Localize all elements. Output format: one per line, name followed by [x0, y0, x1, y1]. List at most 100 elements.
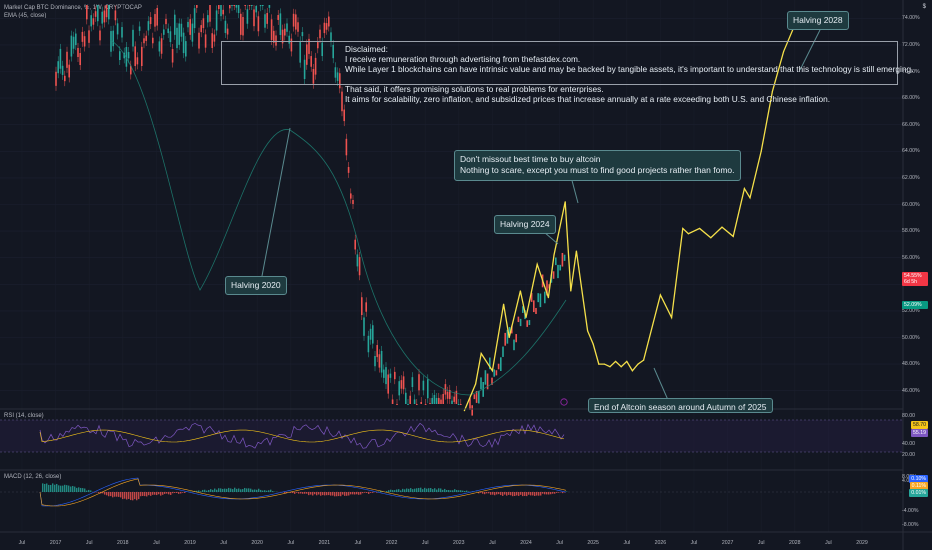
- macd-bar: [210, 489, 212, 492]
- candle: [262, 5, 264, 6]
- macd-bar: [268, 490, 270, 492]
- currency-button[interactable]: $: [922, 4, 926, 10]
- candle: [281, 29, 284, 44]
- macd-bar: [556, 492, 558, 493]
- macd-bar: [518, 492, 520, 496]
- candle: [513, 339, 515, 351]
- macd-bar: [318, 492, 320, 495]
- macd-bar: [260, 489, 262, 492]
- altseason-callout[interactable]: End of Altcoin season around Autumn of 2…: [588, 398, 773, 413]
- macd-bar: [456, 489, 458, 492]
- macd-bar: [104, 492, 106, 495]
- projection-point: [603, 363, 606, 365]
- macd-bar: [70, 486, 72, 492]
- candle: [176, 27, 178, 49]
- macd-bar: [120, 492, 122, 498]
- candle: [108, 5, 110, 20]
- candle: [325, 23, 328, 30]
- candle: [97, 5, 99, 22]
- macd-bar: [394, 490, 396, 492]
- macd-tag-2: 0.11%: [909, 482, 928, 490]
- candle: [94, 11, 97, 17]
- macd-bar: [418, 487, 420, 492]
- candle: [288, 35, 290, 44]
- macd-bar: [146, 492, 148, 497]
- projection-series: [463, 11, 802, 412]
- macd-bar: [66, 485, 68, 492]
- macd-bar: [284, 492, 286, 493]
- candle: [495, 370, 498, 376]
- macd-bar: [466, 490, 468, 492]
- macd-bar: [180, 492, 182, 494]
- projection-point: [682, 227, 684, 230]
- candle: [475, 391, 478, 403]
- macd-bar: [82, 488, 84, 492]
- macd-bar: [234, 487, 236, 492]
- macd-bar: [510, 492, 512, 496]
- candle: [211, 33, 213, 49]
- candle: [506, 329, 509, 344]
- candle: [361, 297, 363, 316]
- macd-bar: [464, 491, 466, 492]
- macd-bar: [322, 492, 324, 496]
- candle: [537, 293, 539, 303]
- projection-point: [525, 316, 527, 319]
- candle: [273, 30, 275, 43]
- altcoin-callout[interactable]: Don't missout best time to buy altcoin N…: [454, 150, 741, 181]
- candle: [224, 20, 227, 33]
- candle: [158, 41, 161, 52]
- macd-bar: [166, 492, 168, 494]
- candle: [101, 11, 103, 24]
- macd-bar: [350, 492, 352, 495]
- macd-bar: [206, 490, 208, 492]
- projection-point: [749, 197, 751, 199]
- candle: [424, 404, 427, 405]
- macd-bar: [262, 490, 264, 492]
- candle: [539, 293, 542, 308]
- candle: [383, 369, 385, 378]
- macd-bar: [462, 490, 464, 492]
- candle: [147, 21, 150, 31]
- disclaimer-line: I receive remuneration through advertisi…: [345, 54, 581, 64]
- macd-bar: [252, 489, 254, 492]
- candle: [343, 109, 345, 122]
- candle: [312, 68, 315, 84]
- disclaimer-spacer: [345, 74, 913, 84]
- macd-tag-3: 0.01%: [909, 489, 928, 497]
- halving-2020-callout[interactable]: Halving 2020: [225, 276, 287, 296]
- candle: [354, 239, 356, 250]
- halving-2028-callout[interactable]: Halving 2028: [787, 11, 849, 31]
- macd-bar: [396, 489, 398, 492]
- macd-bar: [424, 487, 426, 492]
- candle: [310, 56, 312, 67]
- candle: [141, 46, 143, 67]
- macd-bar: [212, 489, 214, 492]
- candle: [220, 5, 222, 17]
- projection-point: [609, 366, 611, 368]
- macd-bar: [290, 492, 292, 493]
- price-tick: 62.00%: [902, 174, 920, 181]
- rsi-tick: 80.00: [902, 413, 915, 419]
- candle: [422, 380, 425, 391]
- price-tick: 74.00%: [902, 15, 920, 22]
- candle: [391, 399, 394, 404]
- candle: [526, 320, 528, 327]
- macd-bar: [286, 492, 288, 493]
- macd-bar: [88, 489, 90, 492]
- macd-bar: [414, 488, 416, 492]
- candle: [81, 31, 84, 42]
- macd-bar: [170, 492, 172, 495]
- macd-bar: [442, 489, 444, 492]
- macd-bar: [380, 490, 382, 492]
- candle: [240, 13, 242, 35]
- projection-point: [643, 359, 645, 361]
- disclaimer-line: Disclaimed:: [345, 44, 388, 54]
- macd-bar: [142, 492, 144, 496]
- macd-bar: [304, 492, 306, 494]
- candle: [504, 332, 506, 346]
- macd-bar: [144, 492, 146, 497]
- candle: [323, 22, 326, 34]
- macd-bar: [242, 489, 244, 492]
- halving-2024-callout[interactable]: Halving 2024: [494, 215, 556, 235]
